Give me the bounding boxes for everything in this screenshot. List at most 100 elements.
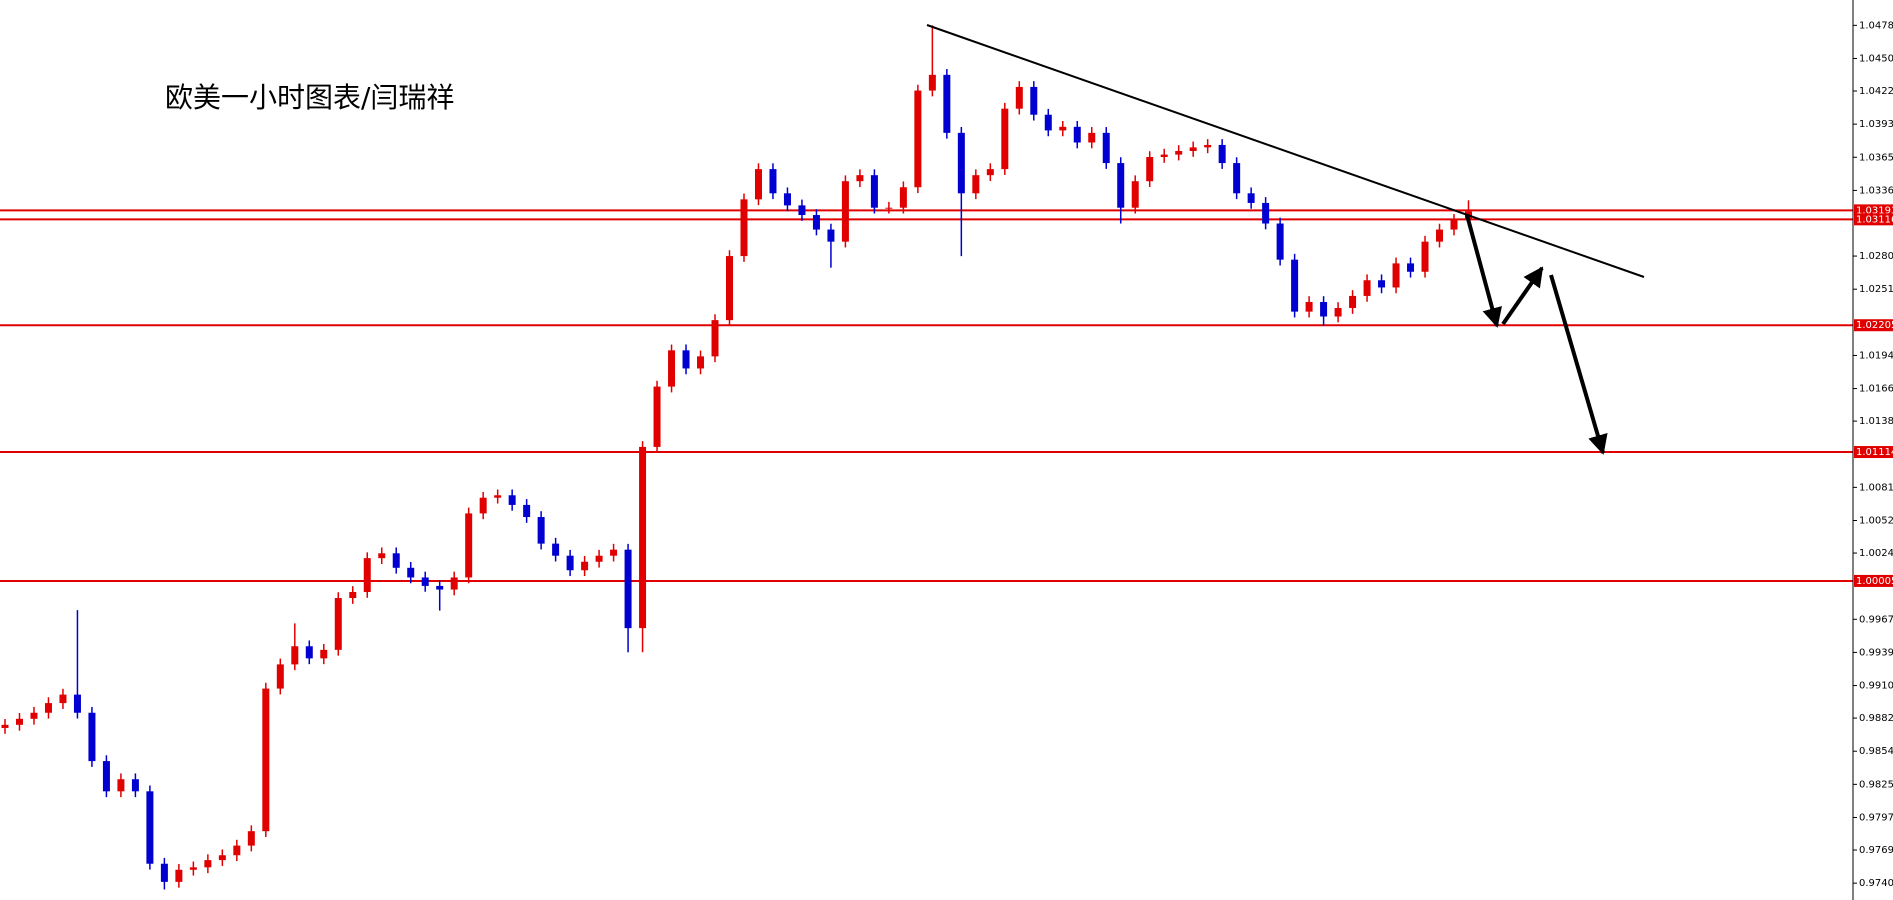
candles [1,25,1472,890]
candle-body [465,513,473,578]
candle-body [1131,181,1139,208]
candle-body [1392,263,1400,288]
candle-body [1334,308,1342,317]
y-tick-label: 1.04785 [1859,20,1893,31]
candle-body [914,90,922,188]
arrow [1465,214,1502,328]
candle-body [421,577,429,586]
axis-ticks: 1.04785 1.04500 1.04220 1.03935 1.03650 1.033… [1853,20,1893,889]
candle-body [1001,108,1009,170]
level-label: 1.03193 [1856,205,1893,216]
candle-body [1421,241,1429,272]
candle-body [363,558,371,592]
candle-body [928,74,936,91]
y-tick-label: 1.02515 [1859,284,1893,295]
candle-body [1146,157,1154,182]
candle-body [407,567,415,578]
candle-body [436,585,444,590]
level-label-box [1854,446,1893,459]
candle-body [334,598,342,650]
candle-body [479,497,487,514]
candle-body [812,215,820,230]
candle-body [1349,295,1357,309]
candle-body [59,694,67,704]
candle-body [1204,144,1212,148]
level-label: 1.02205 [1856,320,1893,331]
y-tick-label: 0.98255 [1859,779,1893,790]
y-tick-label: 1.01380 [1859,416,1893,427]
candle-body [218,855,226,861]
candle-body [102,761,110,792]
level-label-box [1854,319,1893,332]
y-tick-label: 1.01660 [1859,384,1893,395]
y-tick-label: 1.03650 [1859,152,1893,163]
candle-body [1160,154,1168,158]
candle-body [1059,126,1067,131]
y-tick-label: 1.01945 [1859,350,1893,361]
level-label: 1.01114 [1856,447,1893,458]
candle-body [1030,86,1038,115]
candle-body [305,646,313,659]
candle-body [595,555,603,562]
candle-body [30,712,38,719]
candle-body [494,495,502,498]
candle-body [1450,219,1458,230]
candle-body [754,169,762,200]
candle-body [320,649,328,659]
candle-body [1175,150,1183,155]
candle-body [783,193,791,206]
candle-body [972,175,980,194]
candle-body [1,724,9,728]
candle-body [986,169,994,176]
candle-body [523,504,531,518]
candle-body [1015,86,1023,109]
candle-body [1291,259,1299,312]
candle-body [697,356,705,369]
candle-body [624,549,632,629]
arrow [1501,266,1544,326]
candle-body [1305,301,1313,312]
candle-body [1262,202,1270,224]
candle-body [1117,163,1125,208]
y-tick-label: 1.04500 [1859,53,1893,64]
candle-body [1233,163,1241,194]
candle-body [639,446,647,629]
candle-body [653,386,661,447]
candle-body [957,132,965,194]
candle-body [943,74,951,133]
level-labels: 1.031931.03116 1.02205 1.01114 1.00005 [1854,204,1893,587]
candle-body [668,350,676,387]
candle-body [450,577,458,590]
candle-body [798,205,806,216]
candle-body [552,543,560,556]
y-tick-label: 1.00810 [1859,482,1893,493]
candle-body [566,555,574,571]
candle-body [1044,114,1052,131]
candle-body [1378,280,1386,288]
candle-body [44,703,52,713]
y-tick-label: 1.00245 [1859,548,1893,559]
candle-body [1363,280,1371,296]
candle-body [899,187,907,208]
candle-body [204,860,212,868]
candle-body [392,553,400,568]
candle-body [1088,132,1096,143]
candle-body [1320,301,1328,317]
candle-body [15,718,23,725]
level-label: 1.03116 [1856,214,1893,225]
trend-line [926,24,1645,278]
candle-body [885,207,893,209]
candle-body [73,694,81,713]
candle-body [856,175,864,182]
candle-body [581,561,589,571]
chart-title: 欧美一小时图表/闫瑞祥 [165,81,454,114]
candle-body [1073,126,1081,143]
candle-body [1407,263,1415,272]
candle-body [537,517,545,544]
level-label: 1.00005 [1856,576,1893,587]
candle-body [117,779,125,792]
